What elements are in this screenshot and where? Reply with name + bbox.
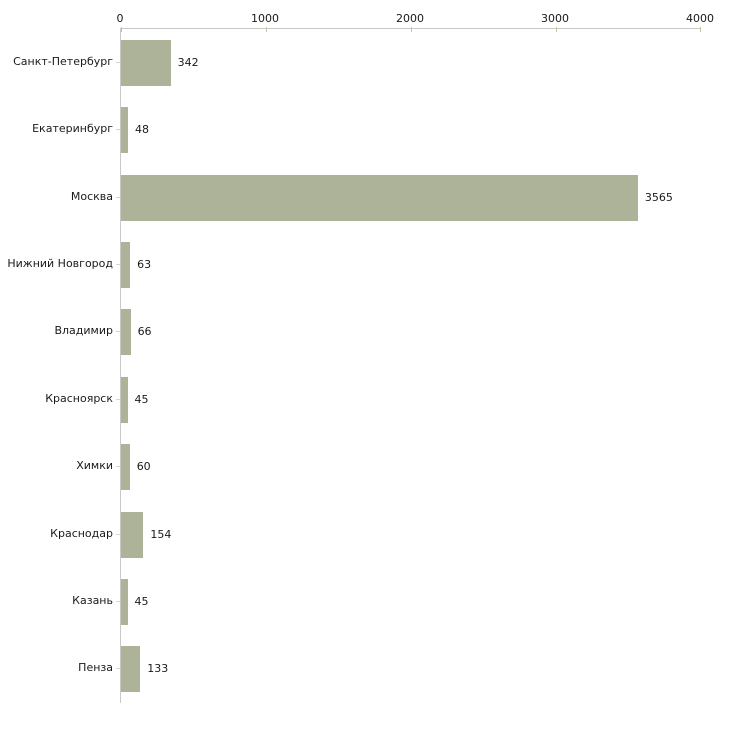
value-label: 66 bbox=[137, 325, 152, 339]
bar bbox=[121, 174, 638, 221]
category-label: Химки bbox=[76, 459, 113, 473]
bar bbox=[121, 444, 130, 491]
y-axis-tick bbox=[116, 263, 120, 265]
value-label: 3565 bbox=[644, 190, 673, 204]
value-label: 45 bbox=[134, 594, 149, 608]
category-label: Санкт-Петербург bbox=[13, 54, 113, 68]
x-axis-tick-label: 3000 bbox=[541, 12, 569, 25]
y-axis-tick bbox=[116, 61, 120, 63]
x-axis-tick-label: 1000 bbox=[251, 12, 279, 25]
x-axis-tick-label: 4000 bbox=[686, 12, 714, 25]
category-label: Краснодар bbox=[50, 526, 113, 540]
x-axis-tick bbox=[700, 27, 701, 32]
y-axis-tick bbox=[116, 600, 120, 602]
category-label: Нижний Новгород bbox=[7, 256, 113, 270]
category-label: Владимир bbox=[54, 324, 113, 338]
category-label: Казань bbox=[72, 593, 113, 607]
y-axis-tick bbox=[116, 466, 120, 468]
x-axis-tick bbox=[121, 27, 122, 32]
bar bbox=[121, 241, 131, 288]
y-axis-tick bbox=[116, 129, 120, 131]
value-label: 342 bbox=[177, 55, 199, 69]
value-label: 45 bbox=[134, 392, 149, 406]
value-label: 154 bbox=[150, 527, 172, 541]
category-label: Екатеринбург bbox=[32, 122, 113, 136]
plot-area: 342 48 3565 63 66 45 60 154 45 133 bbox=[120, 27, 701, 703]
value-label: 63 bbox=[137, 257, 152, 271]
value-label: 60 bbox=[136, 460, 151, 474]
category-label: Красноярск bbox=[45, 391, 113, 405]
bar bbox=[121, 309, 131, 356]
y-axis-tick bbox=[116, 398, 120, 400]
bar bbox=[121, 646, 141, 693]
x-axis-tick-label: 2000 bbox=[396, 12, 424, 25]
x-axis-tick bbox=[556, 27, 557, 32]
bar bbox=[121, 39, 171, 86]
y-axis-tick bbox=[116, 331, 120, 333]
x-axis-tick-label: 0 bbox=[116, 12, 124, 25]
value-label: 133 bbox=[147, 662, 169, 676]
bar bbox=[121, 376, 128, 423]
y-axis-tick bbox=[116, 533, 120, 535]
x-axis-tick bbox=[411, 27, 412, 32]
category-label: Москва bbox=[70, 189, 113, 203]
y-axis-tick bbox=[116, 196, 120, 198]
bar bbox=[121, 511, 144, 558]
y-axis-tick bbox=[116, 668, 120, 670]
bar bbox=[121, 578, 128, 625]
value-label: 48 bbox=[134, 123, 149, 137]
x-axis-tick bbox=[266, 27, 267, 32]
bar bbox=[121, 107, 128, 154]
category-label: Пенза bbox=[78, 661, 113, 675]
